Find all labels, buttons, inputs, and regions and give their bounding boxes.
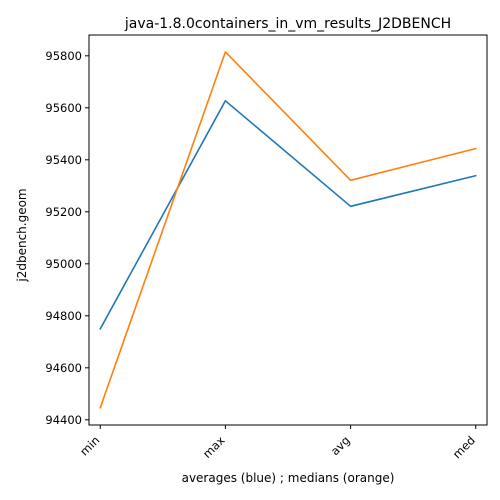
x-axis-label: averages (blue) ; medians (orange) <box>182 471 395 485</box>
series-line-averages <box>99 100 477 330</box>
y-axis-ticks: 94400 94600 94800 95000 95200 95400 95600 95800 <box>45 49 89 427</box>
y-axis-label: j2dbench.geom <box>15 188 29 282</box>
plot-area-frame <box>88 34 488 426</box>
chart-title: java-1.8.0containers_in_vm_results_J2DBE… <box>124 16 451 32</box>
y-tick-label: 95400 <box>45 153 82 167</box>
y-tick-label: 95800 <box>45 49 82 63</box>
y-tick-label: 94400 <box>45 413 82 427</box>
y-tick-label: 95200 <box>45 205 82 219</box>
y-tick-label: 94600 <box>45 361 82 375</box>
series-line-medians <box>99 51 477 409</box>
y-tick-label: 94800 <box>45 309 82 323</box>
y-tick-label: 95600 <box>45 101 82 115</box>
y-tick-label: 95000 <box>45 257 82 271</box>
series-group <box>99 51 477 409</box>
